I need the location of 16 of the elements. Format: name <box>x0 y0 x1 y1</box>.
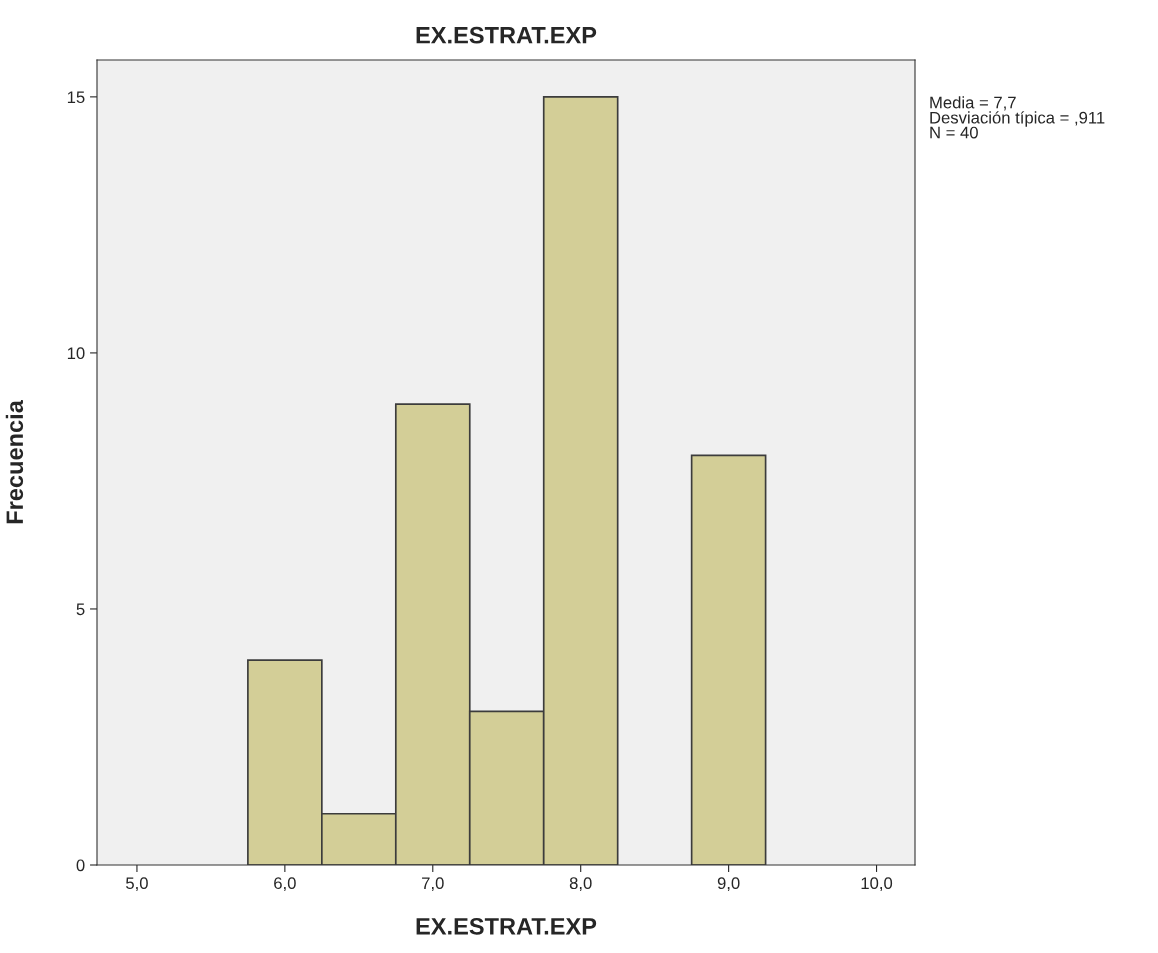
text: Desviación típica = ,911 <box>930 111 1105 127</box>
x-tick-label: 6,0 <box>274 877 296 892</box>
chart-title: EX.ESTRAT.EXP <box>416 26 597 44</box>
y-tick-label: 10 <box>67 347 85 360</box>
y-tick-label: 0 <box>76 859 85 872</box>
y-tick-label: 15 <box>67 91 85 104</box>
x-tick-label: 5,0 <box>126 877 148 892</box>
x-axis-title: EX.ESTRAT.EXP <box>416 917 597 935</box>
x-tick-label: 8,0 <box>569 877 592 892</box>
x-tick-label: 9,0 <box>717 877 740 892</box>
y-axis-title: Frecuencia <box>5 400 24 524</box>
text: N = 40 <box>930 126 978 139</box>
x-tick-label: 7,0 <box>422 877 444 892</box>
text: Media = 7,7 <box>930 96 1016 111</box>
y-tick-label: 5 <box>76 603 85 616</box>
x-tick-label: 10,0 <box>861 877 893 892</box>
